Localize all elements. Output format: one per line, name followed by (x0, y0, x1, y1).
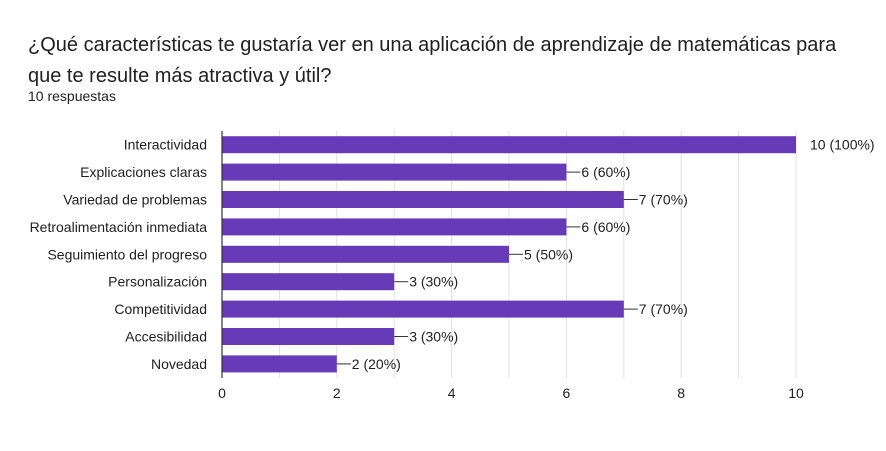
data-label: 3 (30%) (409, 329, 458, 345)
data-label: 7 (70%) (639, 192, 688, 208)
bars (222, 136, 796, 373)
category-label: Novedad (151, 356, 207, 372)
data-label: 6 (60%) (581, 219, 630, 235)
x-tick-label: 4 (448, 385, 456, 401)
data-label: 2 (20%) (352, 356, 401, 372)
x-tick-label: 10 (788, 385, 804, 401)
data-label: 7 (70%) (639, 301, 688, 317)
x-tick-label: 0 (218, 385, 226, 401)
bar (222, 136, 796, 154)
category-label: Retroalimentación inmediata (30, 219, 208, 235)
bar (222, 218, 567, 236)
x-tick-label: 6 (563, 385, 571, 401)
question-title: ¿Qué características te gustaría ver en … (28, 34, 837, 87)
x-tick-label: 8 (677, 385, 685, 401)
bar (222, 163, 567, 181)
category-label: Seguimiento del progreso (47, 246, 207, 262)
bar (222, 328, 395, 345)
category-label: Variedad de problemas (63, 192, 207, 208)
bar (222, 355, 337, 373)
bar (222, 273, 395, 291)
data-label: 5 (50%) (524, 246, 573, 262)
data-label: 6 (60%) (581, 164, 630, 180)
data-label: 3 (30%) (409, 274, 458, 290)
data-label: 10 (100%) (810, 137, 875, 153)
category-label: Explicaciones claras (80, 164, 207, 180)
x-tick-label: 2 (333, 385, 341, 401)
category-label: Personalización (108, 274, 207, 290)
category-label: Competitividad (114, 301, 207, 317)
labels: 0 2 4 6 8 10 Interactividad 10 (100%) Explicacio… (30, 137, 875, 401)
bar (222, 245, 509, 263)
category-label: Accesibilidad (125, 329, 207, 345)
category-label: Interactividad (124, 137, 207, 153)
bar (222, 300, 624, 318)
responses-count: 10 respuestas (28, 88, 116, 104)
bar (222, 191, 624, 208)
